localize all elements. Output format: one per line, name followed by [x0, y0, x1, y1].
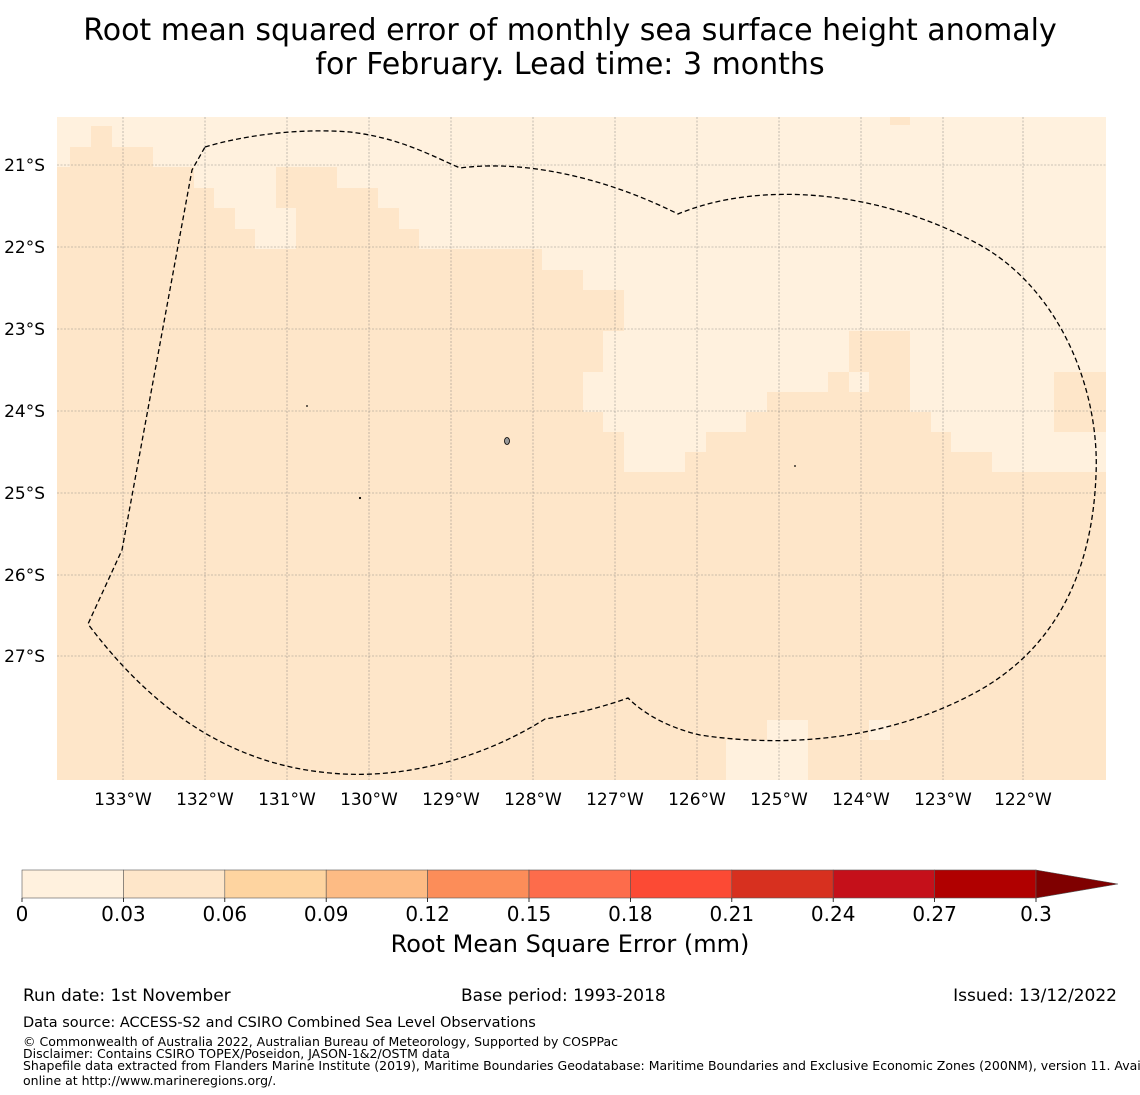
shapefile-credit-1: Shapefile data extracted from Flanders M…	[23, 1058, 1140, 1073]
longitude-labels: 133°W 132°W 131°W 130°W 129°W 128°W 127°W 126°W…	[94, 790, 1052, 810]
longitude-label: 124°W	[832, 790, 890, 810]
colorbar-tick-label: 0.06	[203, 902, 248, 926]
colorbar	[21, 869, 1119, 899]
longitude-label: 130°W	[340, 790, 398, 810]
colorbar-tick-label: 0.09	[304, 902, 349, 926]
chart-title: Root mean squared error of monthly sea s…	[0, 14, 1140, 82]
disclaimer: Disclaimer: Contains CSIRO TOPEX/Poseido…	[23, 1046, 451, 1061]
data-source: Data source: ACCESS-S2 and CSIRO Combine…	[23, 1015, 536, 1031]
eez-boundary	[87, 130, 1097, 776]
latitude-label: 22°S	[4, 238, 45, 258]
colorbar-tick-labels: 0 0.03 0.06 0.09 0.12 0.15 0.18 0.21 0.24 0.27 0.3	[16, 898, 1052, 926]
longitude-label: 133°W	[94, 790, 152, 810]
grid-cell	[726, 720, 808, 780]
title-line-2: for February. Lead time: 3 months	[315, 47, 825, 82]
longitude-label: 127°W	[586, 790, 644, 810]
island	[794, 465, 796, 467]
grid-cell	[869, 720, 890, 740]
copyright: © Commonwealth of Australia 2022, Austra…	[23, 1034, 618, 1049]
colorbar-segment	[325, 869, 428, 899]
colorbar-segment	[427, 869, 530, 899]
base-period: Base period: 1993-2018	[461, 986, 666, 1006]
grid-cell	[849, 331, 910, 372]
colorbar-segment	[731, 869, 834, 899]
longitude-label: 126°W	[668, 790, 726, 810]
grid-cell	[890, 117, 910, 125]
longitude-label: 129°W	[422, 790, 480, 810]
colorbar-segment	[832, 869, 935, 899]
islands	[306, 405, 796, 500]
longitude-label: 128°W	[504, 790, 562, 810]
colorbar-segment	[630, 869, 733, 899]
grid-cell	[57, 117, 1106, 472]
colorbar-tick-label: 0	[16, 902, 29, 926]
colorbar-label: Root Mean Square Error (mm)	[390, 930, 750, 958]
grid-cell	[57, 117, 112, 167]
latitude-label: 25°S	[4, 484, 45, 504]
island	[358, 496, 362, 500]
latitude-label: 26°S	[4, 566, 45, 586]
longitude-label: 132°W	[176, 790, 234, 810]
shapefile-credit-2: online at http://www.marineregions.org/.	[23, 1073, 277, 1088]
longitude-label: 131°W	[258, 790, 316, 810]
latitude-label: 23°S	[4, 320, 45, 340]
longitude-label: 122°W	[994, 790, 1052, 810]
colorbar-tick-label: 0.27	[912, 902, 957, 926]
rmse-grid	[57, 117, 1106, 780]
run-date: Run date: 1st November	[23, 986, 231, 1006]
colorbar-tick-label: 0.3	[1020, 902, 1052, 926]
colorbar-segment	[21, 869, 124, 899]
latitude-labels: 21°S 22°S 23°S 24°S 25°S 26°S 27°S	[4, 156, 45, 667]
longitude-label: 123°W	[914, 790, 972, 810]
colorbar-tick-label: 0.18	[608, 902, 653, 926]
colorbar-segment	[224, 869, 327, 899]
colorbar-tick-label: 0.12	[405, 902, 450, 926]
island	[306, 405, 308, 407]
issued-date: Issued: 13/12/2022	[953, 986, 1117, 1006]
colorbar-tick-label: 0.03	[101, 902, 146, 926]
title-line-1: Root mean squared error of monthly sea s…	[83, 13, 1057, 48]
colorbar-extend-arrow	[1035, 869, 1119, 899]
colorbar-segment	[123, 869, 226, 899]
colorbar-tick-label: 0.24	[811, 902, 856, 926]
colorbar-tick-label: 0.15	[507, 902, 552, 926]
longitude-label: 125°W	[750, 790, 808, 810]
grid-cell	[849, 372, 869, 392]
colorbar-tick-label: 0.21	[710, 902, 755, 926]
latitude-label: 27°S	[4, 647, 45, 667]
colorbar-segment	[934, 869, 1037, 899]
colorbar-segment	[528, 869, 631, 899]
latitude-label: 24°S	[4, 402, 45, 422]
island	[504, 437, 510, 445]
latitude-label: 21°S	[4, 156, 45, 176]
